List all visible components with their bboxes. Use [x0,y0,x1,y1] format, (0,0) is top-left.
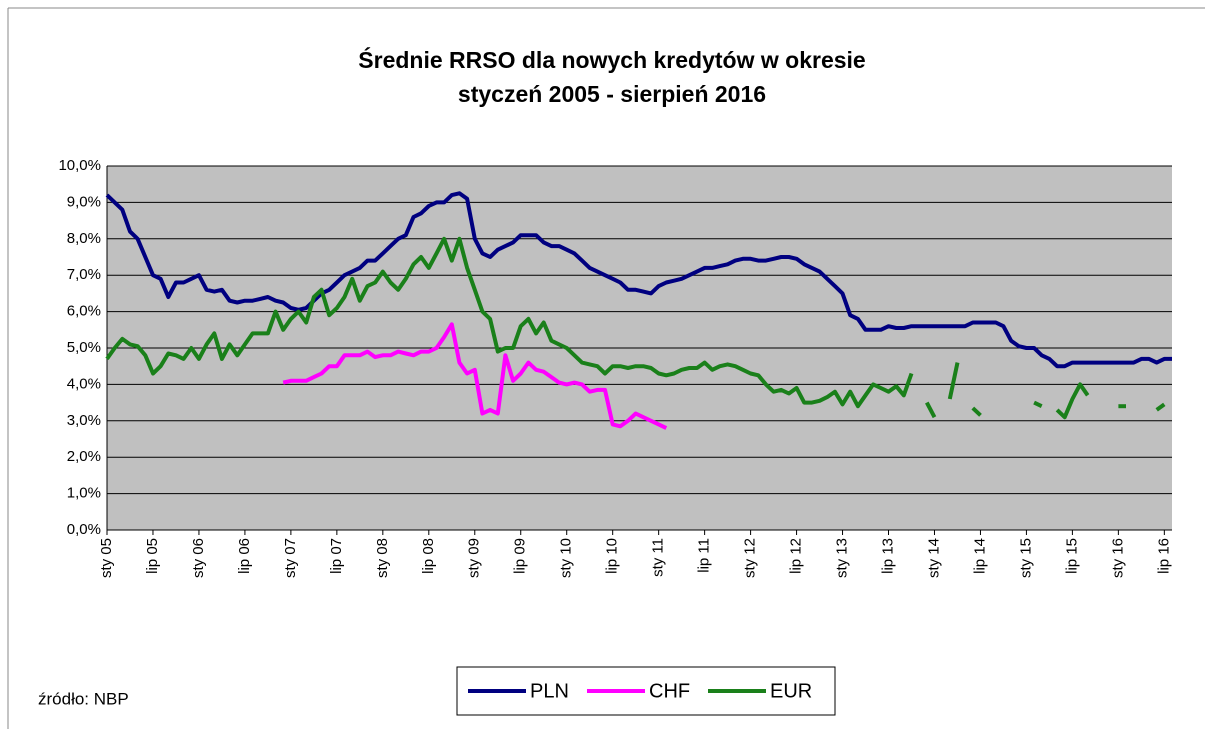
x-tick-label: lip 05 [144,538,161,574]
y-tick-label: 6,0% [67,303,101,320]
x-tick-label: lip 10 [604,538,621,574]
x-tick-label: lip 07 [328,538,345,574]
x-tick-label: lip 08 [420,538,437,574]
y-tick-label: 8,0% [67,230,101,247]
x-tick-label: sty 09 [466,538,483,578]
x-tick-label: sty 05 [98,538,115,578]
chart-title: Średnie RRSO dla nowych kredytów w okres… [358,46,865,73]
x-tick-label: sty 06 [190,538,207,578]
x-tick-label: lip 11 [696,538,713,573]
series-line [947,362,960,400]
series-line [925,401,937,419]
x-tick-label: lip 06 [236,538,253,574]
series-line [1033,400,1043,409]
legend-label: CHF [649,680,690,702]
x-tick-label: lip 13 [879,538,896,574]
y-tick-label: 0,0% [67,521,101,538]
x-tick-label: sty 15 [1017,538,1034,578]
y-tick-label: 4,0% [67,375,101,392]
x-tick-label: lip 15 [1063,538,1080,574]
y-tick-label: 10,0% [58,157,101,174]
y-tick-label: 9,0% [67,193,101,210]
x-tick-label: lip 16 [1155,538,1172,574]
series-line [1155,402,1166,412]
y-tick-label: 7,0% [67,266,101,283]
x-tick-label: sty 10 [558,538,575,578]
x-tick-label: sty 16 [1109,538,1126,578]
x-tick-label: lip 12 [788,538,805,574]
y-tick-label: 2,0% [67,448,101,465]
chart-title: styczeń 2005 - sierpień 2016 [458,81,766,107]
y-tick-label: 5,0% [67,339,101,356]
x-tick-label: sty 11 [650,538,667,577]
series-line [282,322,668,430]
x-tick-label: sty 08 [374,538,391,578]
legend-label: EUR [770,680,812,702]
legend-label: PLN [530,680,569,702]
x-tick-label: sty 13 [834,538,851,578]
series-line [971,406,982,417]
x-tick-label: lip 14 [971,538,988,574]
y-tick-label: 3,0% [67,412,101,429]
series-line [105,236,914,409]
x-tick-label: sty 12 [742,538,759,578]
source-note: źródło: NBP [38,689,129,708]
x-tick-label: lip 09 [512,538,529,574]
series-line [1055,382,1090,420]
x-tick-label: sty 14 [925,538,942,578]
x-tick-label: sty 07 [282,538,299,578]
series-line [105,191,1172,369]
y-tick-label: 1,0% [67,485,101,502]
